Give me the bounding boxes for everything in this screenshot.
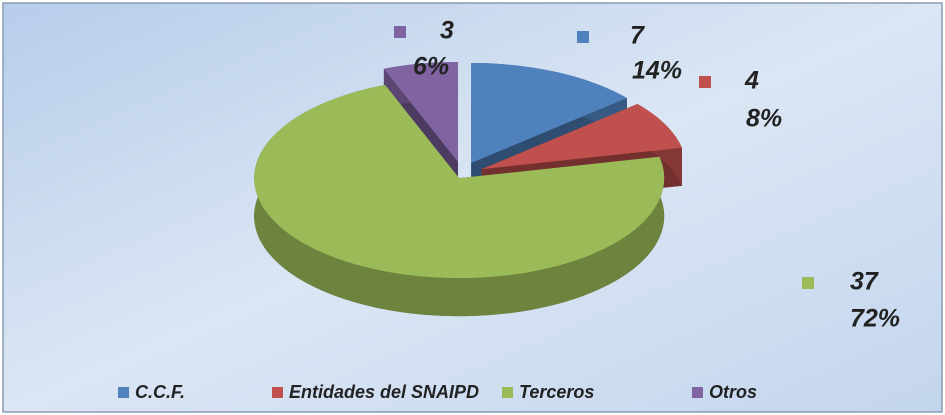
data-label: 4 bbox=[744, 67, 759, 95]
legend-swatch bbox=[118, 387, 129, 398]
percent-label: 8% bbox=[746, 105, 782, 133]
label-key bbox=[394, 26, 406, 38]
legend-label: C.C.F. bbox=[135, 382, 185, 402]
slice bbox=[481, 104, 682, 170]
slice bbox=[471, 63, 627, 164]
data-label: 37 bbox=[850, 268, 879, 296]
legend-swatch bbox=[272, 387, 283, 398]
data-label: 3 bbox=[440, 17, 454, 45]
label-key bbox=[577, 31, 589, 43]
legend-label: Terceros bbox=[519, 382, 594, 402]
legend-label: Entidades del SNAIPD bbox=[289, 382, 479, 402]
legend-swatch bbox=[692, 387, 703, 398]
data-label: 7 bbox=[630, 22, 645, 50]
label-key bbox=[802, 277, 814, 289]
label-key bbox=[699, 76, 711, 88]
legend-swatch bbox=[502, 387, 513, 398]
legend-label: Otros bbox=[709, 382, 757, 402]
percent-label: 72% bbox=[850, 305, 900, 333]
slice bbox=[254, 84, 665, 279]
percent-label: 14% bbox=[632, 57, 682, 85]
slice bbox=[383, 62, 458, 163]
percent-label: 6% bbox=[413, 53, 449, 81]
